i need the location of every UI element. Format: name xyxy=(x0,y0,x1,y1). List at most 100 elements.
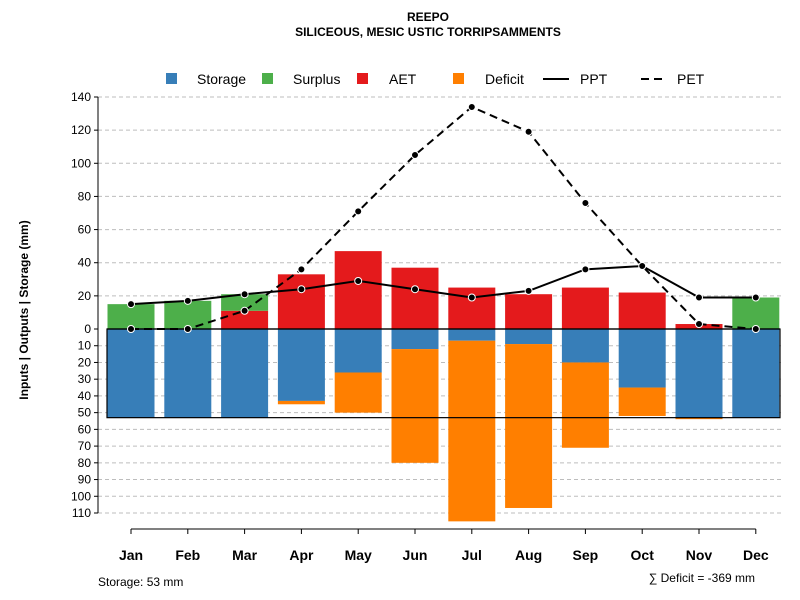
bar-deficit xyxy=(391,349,439,463)
point-ppt xyxy=(467,293,476,302)
bar-deficit xyxy=(561,362,609,448)
y-tick-label: 60 xyxy=(78,223,92,237)
point-pet xyxy=(581,199,590,208)
point-pet xyxy=(183,325,192,333)
point-pet xyxy=(411,151,419,159)
point-ppt xyxy=(297,285,306,294)
point-ppt xyxy=(524,286,533,295)
legend-label-ppt: PPT xyxy=(580,71,608,87)
legend-label-pet: PET xyxy=(677,71,705,87)
bar-storage xyxy=(107,329,155,418)
point-ppt xyxy=(240,290,249,299)
y-tick-label: 40 xyxy=(78,389,92,403)
bar-storage xyxy=(561,329,609,363)
bar-storage xyxy=(505,329,553,345)
bar-deficit xyxy=(618,387,666,416)
point-ppt xyxy=(411,285,419,294)
bar-storage xyxy=(334,329,382,373)
chart-title: REEPO xyxy=(407,10,449,24)
point-ppt xyxy=(581,265,590,274)
point-pet xyxy=(297,265,306,274)
bar-deficit xyxy=(675,417,723,420)
y-tick-label: 80 xyxy=(78,456,92,470)
bar-storage xyxy=(391,329,439,350)
bar-aet xyxy=(277,274,325,329)
y-tick-label: 10 xyxy=(78,339,92,353)
y-tick-label: 80 xyxy=(78,189,92,203)
bars xyxy=(107,251,780,522)
y-tick-label: 140 xyxy=(71,90,91,104)
y-tick-label: 30 xyxy=(78,372,92,386)
month-label: Dec xyxy=(743,547,769,563)
bar-storage xyxy=(618,329,666,388)
legend-key-aet xyxy=(357,73,368,84)
bar-storage xyxy=(277,329,325,401)
y-tick-label: 20 xyxy=(78,289,92,303)
bar-deficit xyxy=(334,372,382,413)
month-label: Mar xyxy=(232,547,257,563)
bar-aet xyxy=(221,310,269,329)
grid xyxy=(98,96,783,514)
month-label: Nov xyxy=(686,547,713,563)
bar-aet xyxy=(334,251,382,329)
y-tick-label: 70 xyxy=(78,439,92,453)
y-tick-label: 110 xyxy=(72,506,91,520)
y-tick-label: 0 xyxy=(84,322,91,336)
point-pet xyxy=(127,325,135,333)
chart-subtitle: SILICEOUS, MESIC USTIC TORRIPSAMMENTS xyxy=(295,25,561,39)
y-tick-label: 20 xyxy=(78,355,92,369)
lines xyxy=(127,102,760,333)
bar-aet xyxy=(561,287,609,329)
storage-footer: Storage: 53 mm xyxy=(98,575,183,589)
bar-surplus xyxy=(732,297,780,329)
y-tick-label: 90 xyxy=(78,473,92,487)
y-tick-label: 120 xyxy=(71,123,91,137)
legend-label-surplus: Surplus xyxy=(293,71,340,87)
month-label: Jan xyxy=(119,547,143,563)
bar-surplus xyxy=(107,304,155,329)
legend-label-storage: Storage xyxy=(197,71,246,87)
legend-label-deficit: Deficit xyxy=(485,71,524,87)
point-pet xyxy=(695,320,703,329)
month-label: Feb xyxy=(175,547,200,563)
point-ppt xyxy=(695,293,703,302)
bar-storage xyxy=(221,329,269,418)
point-pet xyxy=(467,102,476,111)
point-ppt xyxy=(183,296,192,305)
month-label: Jul xyxy=(462,547,482,563)
bar-surplus xyxy=(164,300,212,329)
bar-aet xyxy=(505,294,553,329)
bar-aet xyxy=(391,267,439,329)
bar-storage xyxy=(448,329,496,341)
point-ppt xyxy=(127,300,135,309)
line-ppt xyxy=(130,265,756,306)
point-ppt xyxy=(638,262,647,271)
y-tick-label: 60 xyxy=(78,422,92,436)
legend-label-aet: AET xyxy=(389,71,417,87)
point-pet xyxy=(240,306,249,315)
y-tick-label: 100 xyxy=(71,489,91,503)
bar-storage xyxy=(164,329,212,418)
month-label: Jun xyxy=(403,547,428,563)
y-tick-label: 40 xyxy=(78,256,92,270)
month-label: May xyxy=(345,547,372,563)
bar-surplus xyxy=(221,294,269,311)
y-axis-label: Inputs | Outputs | Storage (mm) xyxy=(17,220,31,399)
month-label: Apr xyxy=(289,547,314,563)
month-label: Oct xyxy=(631,547,655,563)
bar-deficit xyxy=(448,340,496,522)
month-label: Sep xyxy=(573,547,599,563)
point-pet xyxy=(751,325,760,333)
point-pet xyxy=(354,207,363,216)
legend-key-storage xyxy=(166,73,177,84)
bar-storage xyxy=(675,329,723,418)
bar-aet xyxy=(618,292,666,329)
point-ppt xyxy=(354,276,363,285)
y-tick-label: 50 xyxy=(78,406,92,420)
point-ppt xyxy=(751,293,760,302)
point-pet xyxy=(524,127,533,136)
bar-deficit xyxy=(505,344,553,508)
legend: Storage Surplus AET Deficit PPT PET xyxy=(166,71,705,87)
axes: 0 20 40 60 80 100 120 140 10 20 30 40 50 60 70 80 90 100 1… xyxy=(71,90,781,563)
